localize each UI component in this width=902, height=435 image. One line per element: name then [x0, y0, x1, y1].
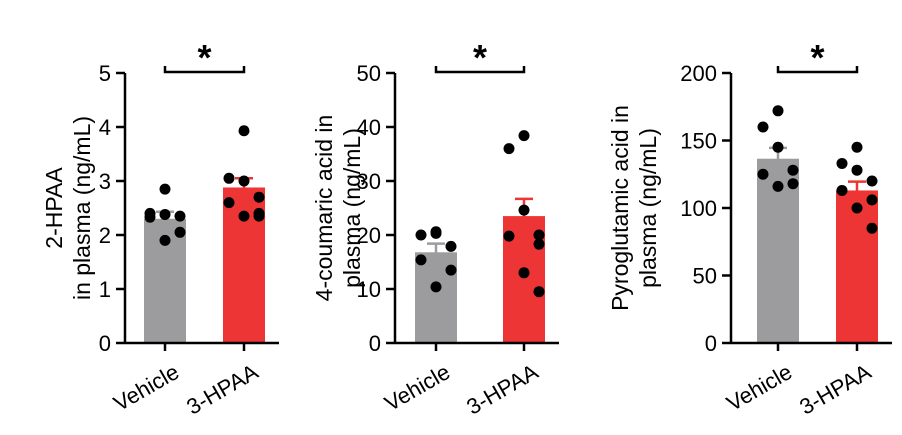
x-category-label: 3-HPAA	[462, 359, 542, 420]
x-category-label: 3-HPAA	[795, 359, 875, 420]
y-tick-label: 4	[99, 115, 111, 140]
bar-3-hpaa	[836, 190, 878, 343]
y-tick-label: 20	[357, 223, 381, 248]
data-point	[503, 143, 515, 155]
significance-star: *	[197, 37, 211, 78]
data-point	[503, 230, 515, 242]
y-tick-label: 1	[99, 277, 111, 302]
data-point	[223, 197, 235, 209]
data-point	[518, 130, 530, 142]
y-axis-title: 2-HPAA	[41, 167, 67, 249]
data-point	[174, 210, 186, 222]
data-point	[238, 125, 250, 137]
data-point	[144, 211, 156, 223]
data-point	[518, 204, 530, 216]
x-category-label: Vehicle	[722, 359, 796, 416]
data-point	[430, 227, 442, 239]
y-tick-label: 0	[705, 331, 717, 356]
y-tick-label: 50	[357, 61, 381, 86]
y-tick-label: 3	[99, 169, 111, 194]
data-point	[533, 238, 545, 250]
x-category-label: Vehicle	[109, 359, 183, 416]
y-axis-title: plasma (ng/mL)	[339, 128, 365, 288]
data-point	[238, 175, 250, 187]
data-point	[866, 194, 878, 206]
chart-panel-pyroglutamic-acid: 0 50 100 150 200 Vehicle 3-HPAA Pyroglutamic ac…	[607, 37, 892, 420]
data-point	[836, 184, 848, 196]
data-point	[174, 226, 186, 238]
chart-panel-2hpaa: 0 1 2 3 4 5 Vehicle 3-HPAA 2-HPAA in plasma (ng/m…	[41, 37, 279, 420]
significance-bracket	[434, 66, 526, 74]
significance-bracket	[776, 66, 859, 74]
y-tick-label: 200	[680, 61, 717, 86]
data-point	[415, 229, 427, 241]
data-point	[836, 157, 848, 169]
data-point	[445, 264, 457, 276]
data-point	[445, 240, 457, 252]
data-point	[159, 183, 171, 195]
data-point	[415, 254, 427, 266]
chart-panel-4-coumaric-acid: 0 10 20 30 40 50 Vehicle 3-HPAA 4-coumaric acid …	[311, 37, 559, 420]
x-category-label: 3-HPAA	[182, 359, 262, 420]
data-point	[866, 175, 878, 187]
data-point	[518, 267, 530, 279]
data-point	[430, 281, 442, 293]
y-axis-title: Pyroglutamic acid in	[607, 105, 633, 311]
data-point	[851, 164, 863, 176]
data-point	[159, 234, 171, 246]
data-point	[253, 210, 265, 222]
y-axis-title: plasma (ng/mL)	[635, 128, 661, 288]
data-point	[159, 208, 171, 220]
y-tick-label: 30	[357, 169, 381, 194]
significance-star: *	[473, 37, 487, 78]
y-tick-label: 40	[357, 115, 381, 140]
data-point	[787, 164, 799, 176]
data-point	[253, 191, 265, 203]
y-tick-label: 150	[680, 129, 717, 154]
data-point	[533, 229, 545, 241]
data-point	[772, 180, 784, 192]
data-point	[787, 178, 799, 190]
x-category-label: Vehicle	[380, 359, 454, 416]
y-tick-label: 5	[99, 61, 111, 86]
data-point	[757, 121, 769, 133]
y-tick-label: 10	[357, 277, 381, 302]
y-tick-label: 2	[99, 223, 111, 248]
y-tick-label: 0	[369, 331, 381, 356]
data-point	[533, 286, 545, 298]
data-point	[757, 168, 769, 180]
y-tick-label: 100	[680, 196, 717, 221]
y-axis-title: 4-coumaric acid in	[311, 115, 337, 302]
data-point	[851, 141, 863, 153]
data-point	[851, 202, 863, 214]
y-tick-label: 0	[99, 331, 111, 356]
data-point	[772, 141, 784, 153]
data-point	[772, 105, 784, 117]
data-point	[866, 222, 878, 234]
y-axis-title: in plasma (ng/mL)	[69, 116, 95, 300]
data-point	[238, 210, 250, 222]
data-point	[223, 172, 235, 184]
y-tick-label: 50	[693, 264, 717, 289]
significance-bracket	[163, 66, 246, 74]
significance-star: *	[810, 37, 824, 78]
